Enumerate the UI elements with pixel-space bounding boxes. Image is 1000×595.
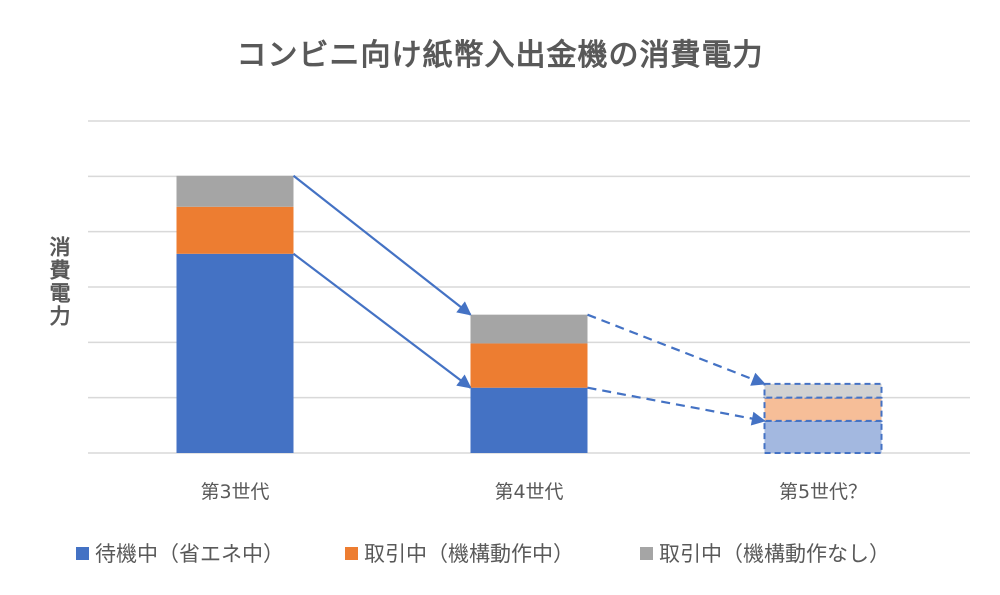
bar-segment [176, 206, 294, 254]
trend-arrow [587, 313, 766, 386]
x-tick-label: 第3世代 [200, 481, 269, 503]
bar-segment [176, 253, 294, 453]
bar-segment [176, 175, 294, 207]
bar-segment [470, 387, 588, 453]
legend: 待機中（省エネ中） 取引中（機構動作中） 取引中（機構動作なし） [0, 538, 1000, 568]
legend-swatch [640, 546, 653, 560]
legend-swatch [76, 546, 89, 560]
legend-item-transaction-no-mechanism: 取引中（機構動作なし） [640, 538, 890, 568]
x-tick-label: 第5世代？ [779, 481, 867, 503]
legend-item-transaction-mechanism: 取引中（機構動作中） [345, 538, 574, 568]
chart-title: コンビニ向け紙幣入出金機の消費電力 [236, 38, 764, 73]
legend-label: 取引中（機構動作中） [364, 542, 574, 566]
trend-arrow [587, 386, 766, 426]
bar-segment [763, 419, 883, 455]
bar-segment [763, 382, 883, 399]
y-axis-label: 消費電力 [47, 236, 71, 328]
legend-item-standby: 待機中（省エネ中） [76, 538, 284, 568]
bar-segment [470, 343, 588, 388]
trend-arrow [292, 174, 472, 316]
bar-segment [763, 396, 883, 422]
x-tick-label: 第4世代 [494, 481, 563, 503]
legend-label: 待機中（省エネ中） [95, 542, 284, 566]
bar-segment [470, 314, 588, 344]
legend-swatch [345, 546, 358, 560]
trend-arrow [292, 252, 472, 389]
legend-label: 取引中（機構動作なし） [659, 542, 890, 566]
